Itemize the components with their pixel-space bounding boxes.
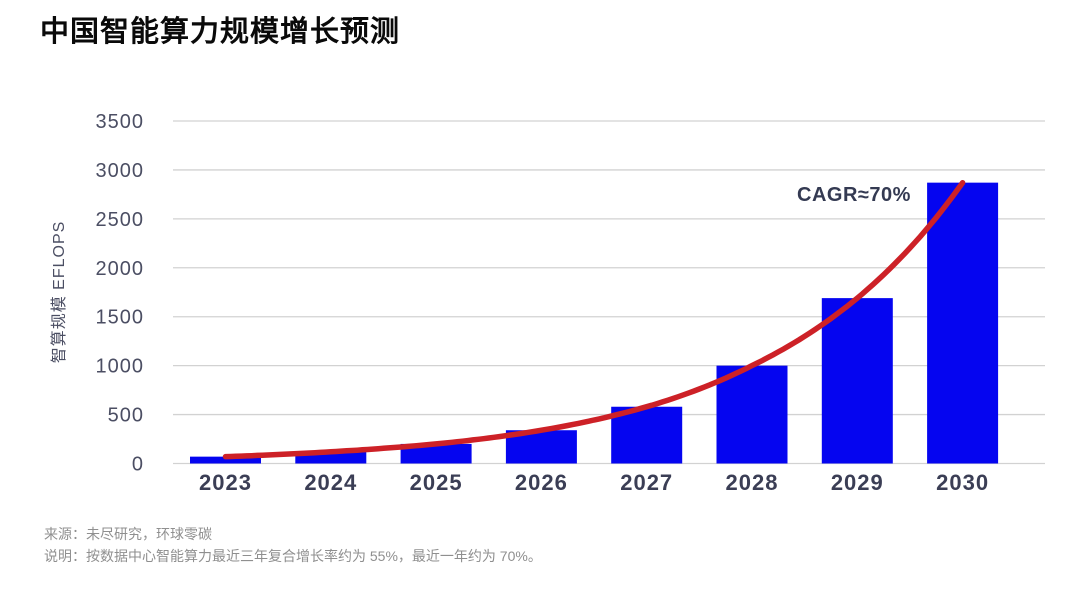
source-note: 来源：未尽研究，环球零碳 <box>44 526 212 542</box>
bar-2030 <box>927 182 999 464</box>
y-tick-label: 1000 <box>96 356 145 378</box>
x-axis-label-2030: 2030 <box>936 470 989 495</box>
bar-2027 <box>611 406 683 464</box>
method-note: 说明：按数据中心智能算力最近三年复合增长率约为 55%，最近一年约为 70%。 <box>44 548 542 564</box>
y-tick-label: 1500 <box>96 307 145 329</box>
bar-2024 <box>295 451 367 464</box>
x-axis-label-2028: 2028 <box>726 470 779 495</box>
page-title: 中国智能算力规模增长预测 <box>40 16 401 48</box>
bar-2025 <box>400 443 472 464</box>
cagr-annotation: CAGR≈70% <box>797 184 911 206</box>
x-axis-label-2023: 2023 <box>199 470 252 495</box>
y-tick-label: 3500 <box>96 111 145 133</box>
y-tick-label: 0 <box>132 454 144 476</box>
y-tick-label: 2000 <box>96 258 145 280</box>
y-tick-label: 2500 <box>96 209 145 231</box>
x-axis-label-2026: 2026 <box>515 470 568 495</box>
x-axis-label-2025: 2025 <box>410 470 463 495</box>
bar-2028 <box>716 365 788 464</box>
y-tick-label: 500 <box>108 405 144 427</box>
bar-2023 <box>190 456 261 464</box>
y-tick-label: 3000 <box>96 160 145 182</box>
trend-line <box>222 179 966 460</box>
x-axis-label-2029: 2029 <box>831 470 884 495</box>
x-axis-label-2024: 2024 <box>304 470 357 495</box>
bar-2029 <box>821 298 893 464</box>
x-axis-label-2027: 2027 <box>620 470 673 495</box>
